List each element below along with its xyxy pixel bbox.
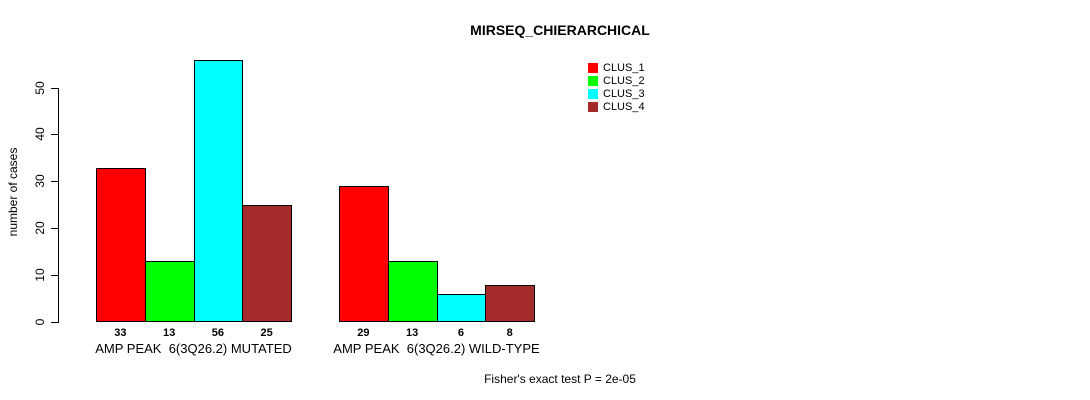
bar-value-label: 29 [357, 327, 370, 339]
stat-annotation: Fisher's exact test P = 2e-05 [484, 372, 636, 386]
bar-clus_2-group2 [387, 261, 438, 322]
legend-label: CLUS_1 [603, 61, 645, 74]
bar-clus_1-group1 [96, 167, 146, 322]
y-tick [51, 134, 58, 136]
bar-value-label: 6 [457, 327, 464, 339]
group-label: AMP PEAK 6(3Q26.2) WILD-TYPE [333, 341, 540, 356]
y-tick [51, 227, 58, 229]
bar-value-label: 13 [406, 327, 419, 339]
legend-item-clus_2: CLUS_2 [588, 74, 645, 87]
y-axis-label: number of cases [6, 147, 20, 237]
bar-clus_3-group1 [193, 59, 244, 322]
legend-item-clus_4: CLUS_4 [588, 100, 645, 113]
chart-title: MIRSEQ_CHIERARCHICAL [470, 22, 650, 38]
legend: CLUS_1 CLUS_2 CLUS_3 CLUS_4 [588, 61, 645, 113]
y-tick-label: 40 [33, 127, 47, 141]
bar-clus_3-group2 [436, 293, 487, 322]
bar-value-label: 33 [114, 327, 127, 339]
group-label: AMP PEAK 6(3Q26.2) MUTATED [95, 341, 292, 356]
bar-clus_1-group2 [339, 186, 389, 322]
legend-label: CLUS_3 [603, 87, 645, 100]
bar-clus_2-group1 [144, 261, 195, 322]
legend-item-clus_3: CLUS_3 [588, 87, 645, 100]
bar-clus_4-group1 [242, 205, 292, 322]
y-tick [51, 87, 58, 89]
legend-swatch [588, 101, 598, 112]
y-axis-line [58, 87, 59, 323]
bar-clus_4-group2 [485, 284, 535, 322]
bar-value-label: 13 [163, 327, 176, 339]
legend-swatch [588, 88, 598, 99]
y-tick-label: 30 [33, 174, 47, 188]
y-tick [51, 274, 58, 276]
legend-label: CLUS_4 [603, 100, 645, 113]
legend-swatch [588, 75, 598, 86]
y-tick-label: 50 [33, 80, 47, 95]
legend-item-clus_1: CLUS_1 [588, 61, 645, 74]
y-tick-label: 0 [33, 318, 47, 325]
y-tick [51, 321, 58, 323]
bar-value-label: 25 [260, 327, 273, 339]
bar-value-label: 8 [506, 327, 513, 339]
y-tick-label: 20 [33, 221, 47, 235]
legend-swatch [588, 62, 598, 73]
bar-value-label: 56 [211, 327, 224, 339]
y-tick-label: 10 [33, 268, 47, 282]
legend-label: CLUS_2 [603, 74, 645, 87]
y-tick [51, 181, 58, 183]
